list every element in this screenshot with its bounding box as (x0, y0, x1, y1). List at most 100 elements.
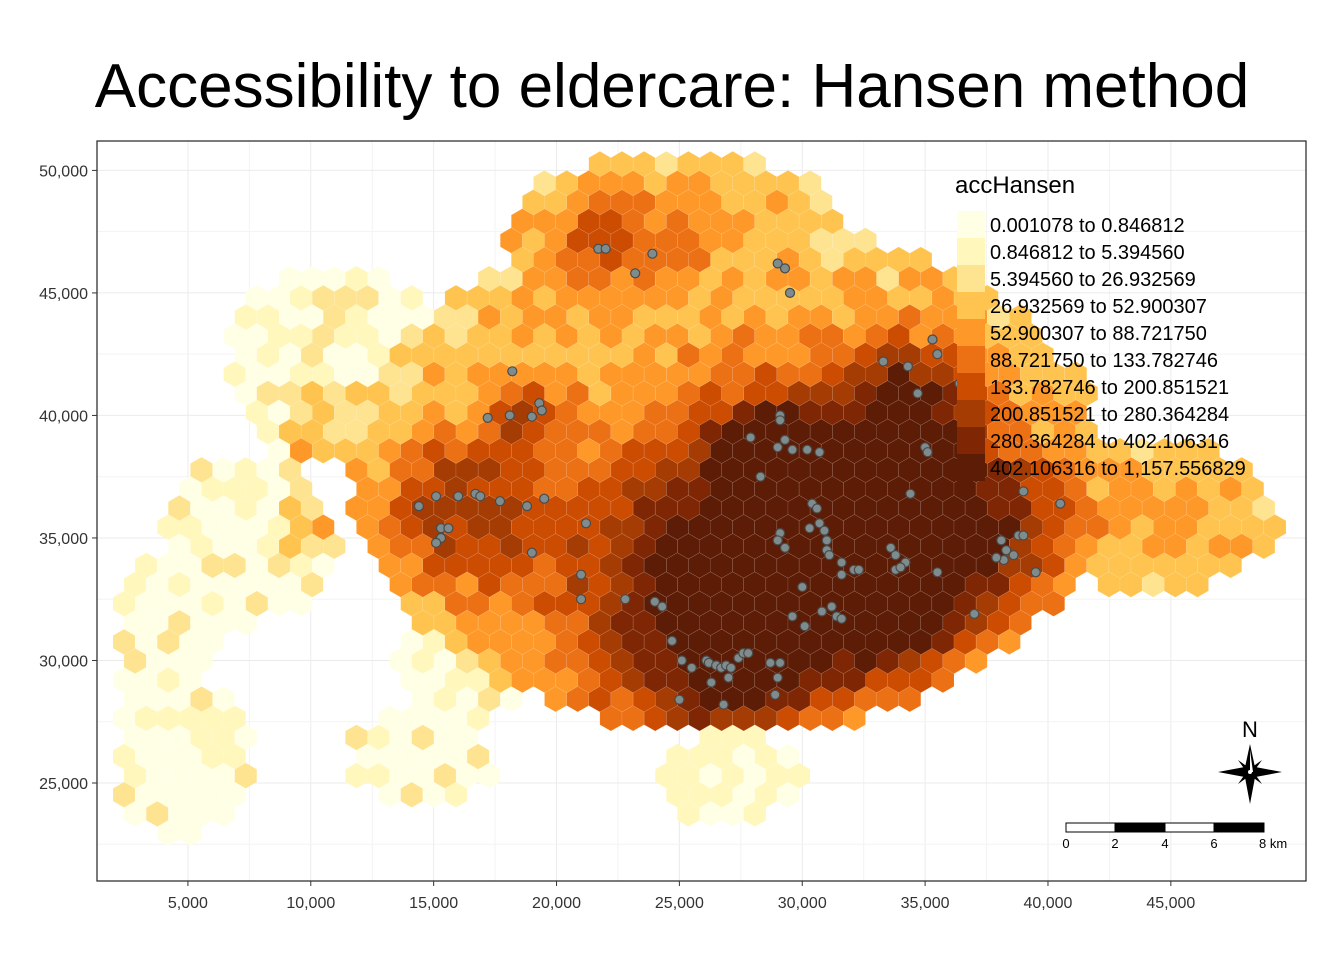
eldercare-point (932, 567, 943, 578)
legend-swatch (957, 427, 985, 454)
eldercare-point (772, 258, 783, 269)
x-tick-label: 10,000 (286, 895, 335, 912)
legend-swatch (957, 454, 985, 481)
legend-swatch (957, 346, 985, 373)
compass-center-icon (1248, 770, 1252, 774)
eldercare-point (745, 432, 756, 443)
eldercare-point (902, 361, 914, 372)
legend-label: 200.851521 to 280.364284 (990, 404, 1229, 426)
hexagon-cell (776, 743, 800, 770)
x-tick-label: 5,000 (168, 895, 208, 912)
x-tick-label: 20,000 (532, 895, 581, 912)
eldercare-point (912, 388, 923, 399)
eldercare-point (814, 447, 825, 458)
eldercare-point (853, 564, 864, 575)
eldercare-points (413, 243, 1066, 710)
eldercare-point (779, 263, 791, 274)
eldercare-point (482, 412, 493, 423)
eldercare-point (657, 601, 668, 612)
eldercare-point (666, 635, 678, 647)
plot-panel-border (96, 140, 1307, 882)
eldercare-point (1001, 545, 1012, 556)
eldercare-point (600, 243, 611, 254)
eldercare-point (475, 491, 486, 502)
eldercare-point (431, 537, 442, 549)
eldercare-point (787, 444, 798, 455)
eldercare-point (536, 405, 547, 416)
hexagon-cell (798, 170, 822, 197)
y-tick-label: 35,000 (39, 531, 88, 548)
eldercare-point (802, 444, 813, 455)
eldercare-point (686, 662, 697, 673)
eldercare-point (836, 613, 847, 624)
scale-segment-2 (1114, 822, 1166, 833)
eldercare-point (814, 518, 825, 529)
hexagon-cell (1230, 456, 1254, 483)
eldercare-point (620, 594, 631, 605)
legend-swatch (957, 265, 985, 292)
eldercare-point (413, 501, 424, 512)
eldercare-point (647, 248, 658, 259)
legend-label: 0.846812 to 5.394560 (990, 242, 1185, 264)
x-tick-label: 35,000 (901, 895, 950, 912)
eldercare-point (630, 268, 641, 279)
eldercare-point (772, 672, 783, 683)
north-arrow-label: N (1242, 717, 1258, 742)
eldercare-point (526, 547, 538, 558)
legend-swatch (957, 319, 985, 346)
hexagon-cell (1009, 303, 1032, 330)
legend-label: 133.782746 to 200.851521 (990, 377, 1229, 399)
hexagon-cell (367, 265, 390, 292)
legend-label: 5.394560 to 26.932569 (990, 269, 1196, 291)
y-tick-label: 25,000 (39, 776, 88, 793)
x-tick-label: 15,000 (409, 895, 458, 912)
hexagon-cell (854, 227, 877, 254)
eldercare-point (996, 535, 1007, 546)
eldercare-point (765, 657, 776, 669)
eldercare-point (811, 503, 823, 514)
eldercare-point (1018, 486, 1029, 497)
legend-title: accHansen (955, 172, 1075, 199)
x-axis: 5,000 10,000 15,000 20,000 25,000 30,000 35,00… (168, 881, 1195, 912)
eldercare-point (797, 581, 808, 593)
hexagon-cell (400, 284, 423, 311)
eldercare-point (723, 672, 734, 683)
eldercare-point (494, 496, 506, 507)
x-tick-label: 30,000 (778, 895, 827, 912)
hexagon-cell (909, 246, 933, 273)
eldercare-point (1055, 498, 1066, 509)
eldercare-point (826, 601, 837, 612)
eldercare-point (885, 542, 896, 553)
x-tick-label: 40,000 (1024, 895, 1073, 912)
hexagon-cell (1197, 437, 1220, 464)
eldercare-point (787, 611, 798, 622)
eldercare-point (1018, 530, 1029, 541)
eldercare-point (539, 493, 550, 504)
legend-label: 52.900307 to 88.721750 (990, 323, 1207, 345)
y-tick-label: 40,000 (39, 408, 88, 425)
eldercare-point (755, 471, 766, 482)
eldercare-point (580, 518, 592, 529)
y-tick-label: 45,000 (39, 286, 88, 303)
eldercare-point (1008, 549, 1019, 561)
eldercare-point (969, 608, 980, 620)
map-title: Accessibility to eldercare: Hansen metho… (94, 52, 1250, 121)
eldercare-point (575, 594, 587, 605)
eldercare-point (804, 523, 815, 534)
eldercare-point (431, 491, 442, 502)
eldercare-point (706, 677, 717, 688)
scale-label-4: 4 (1161, 836, 1168, 851)
legend-label: 402.106316 to 1,157.556829 (990, 458, 1246, 480)
scale-segment-3 (1164, 822, 1215, 833)
eldercare-point (676, 655, 687, 666)
eldercare-point (890, 549, 901, 561)
eldercare-point (521, 501, 533, 512)
scale-label-6: 6 (1210, 836, 1217, 851)
legend-swatch (957, 292, 985, 319)
eldercare-point (895, 562, 906, 573)
y-tick-label: 30,000 (39, 653, 88, 670)
eldercare-point (816, 606, 828, 617)
eldercare-point (819, 525, 830, 536)
eldercare-point (779, 542, 791, 553)
